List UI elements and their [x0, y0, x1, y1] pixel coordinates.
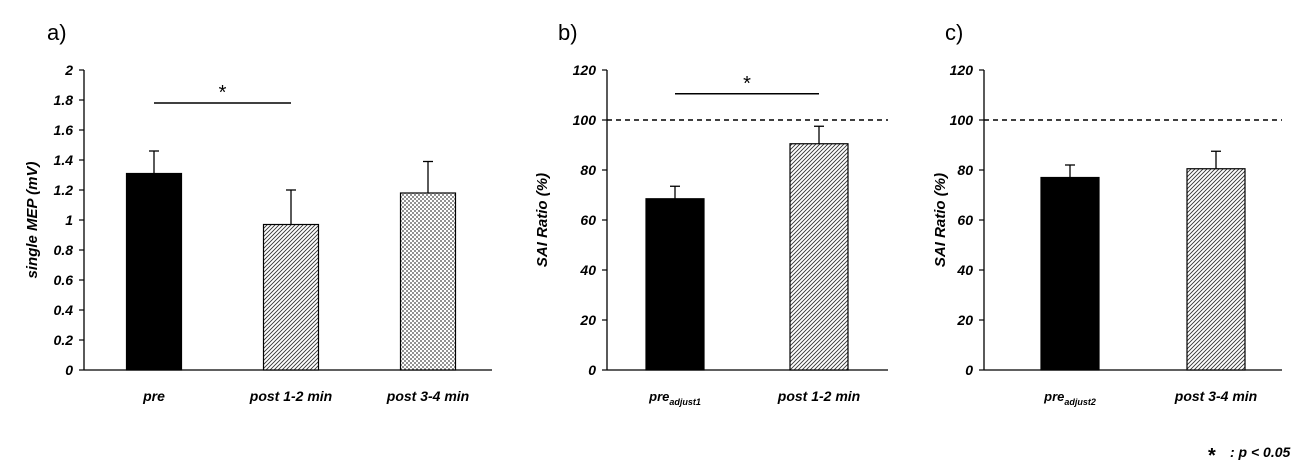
- category-label: post 3-4 min: [1174, 388, 1257, 404]
- y-tick-label: 20: [956, 312, 973, 328]
- y-tick-label: 80: [957, 162, 973, 178]
- bar: [399, 192, 457, 371]
- y-tick-label: 40: [579, 262, 596, 278]
- y-tick-label: 0: [965, 362, 973, 378]
- bar: [125, 172, 183, 371]
- bar: [262, 223, 320, 371]
- y-tick-label: 60: [580, 212, 596, 228]
- y-tick-label: 100: [573, 112, 597, 128]
- category-label: pre: [142, 388, 165, 404]
- legend-note-text: : p < 0.05: [1230, 444, 1291, 460]
- y-tick-label: 0.6: [54, 272, 74, 288]
- y-tick-label: 120: [950, 62, 974, 78]
- panel-b: b) SAI Ratio (%) 0 20 40 60 80 100 120 preadjust1…: [534, 20, 888, 407]
- y-tick-label: 20: [579, 312, 596, 328]
- category-subscript: adjust1: [669, 397, 701, 407]
- category-label: post 1-2 min: [249, 388, 332, 404]
- y-tick-label: 1.2: [54, 182, 74, 198]
- bar: [645, 198, 705, 371]
- panel-c: c) SAI Ratio (%) 0 20 40 60 80 100 120 preadjust2…: [932, 20, 1282, 407]
- y-axis-title: SAI Ratio (%): [932, 173, 949, 267]
- y-tick-label: 100: [950, 112, 974, 128]
- significance-marker: *: [743, 73, 751, 95]
- y-tick-label: 0.8: [54, 242, 74, 258]
- y-tick-label: 1: [65, 212, 73, 228]
- category-subscript: adjust2: [1064, 397, 1096, 407]
- significance-legend: * : p < 0.05: [1208, 444, 1291, 467]
- bar: [1186, 168, 1246, 371]
- y-tick-label: 1.8: [54, 92, 74, 108]
- category-label: post 1-2 min: [777, 388, 860, 404]
- panel-label: b): [558, 20, 578, 45]
- panel-label: c): [945, 20, 963, 45]
- y-tick-label: 80: [580, 162, 596, 178]
- y-tick-label: 60: [957, 212, 973, 228]
- y-axis-title: SAI Ratio (%): [534, 173, 551, 267]
- y-tick-label: 120: [573, 62, 597, 78]
- panel-label: a): [47, 20, 67, 45]
- y-tick-label: 0.2: [54, 332, 74, 348]
- y-tick-label: 1.6: [54, 122, 74, 138]
- category-label: preadjust1: [648, 389, 701, 407]
- y-tick-label: 1.4: [54, 152, 74, 168]
- y-tick-label: 40: [956, 262, 973, 278]
- y-tick-label: 0.4: [54, 302, 74, 318]
- category-label: post 3-4 min: [386, 388, 469, 404]
- legend-note-symbol: *: [1208, 445, 1216, 467]
- panel-a: a) single MEP (mV) 0 0.2 0.4 0.6 0.8 1 1.2 1.4 1.6…: [24, 20, 492, 404]
- y-axis-title: single MEP (mV): [24, 162, 41, 279]
- significance-marker: *: [219, 82, 227, 104]
- y-tick-label: 0: [65, 362, 73, 378]
- y-tick-label: 0: [588, 362, 596, 378]
- bar: [1040, 176, 1100, 371]
- bar: [789, 143, 849, 371]
- y-tick-label: 2: [64, 62, 73, 78]
- category-label: preadjust2: [1043, 389, 1096, 407]
